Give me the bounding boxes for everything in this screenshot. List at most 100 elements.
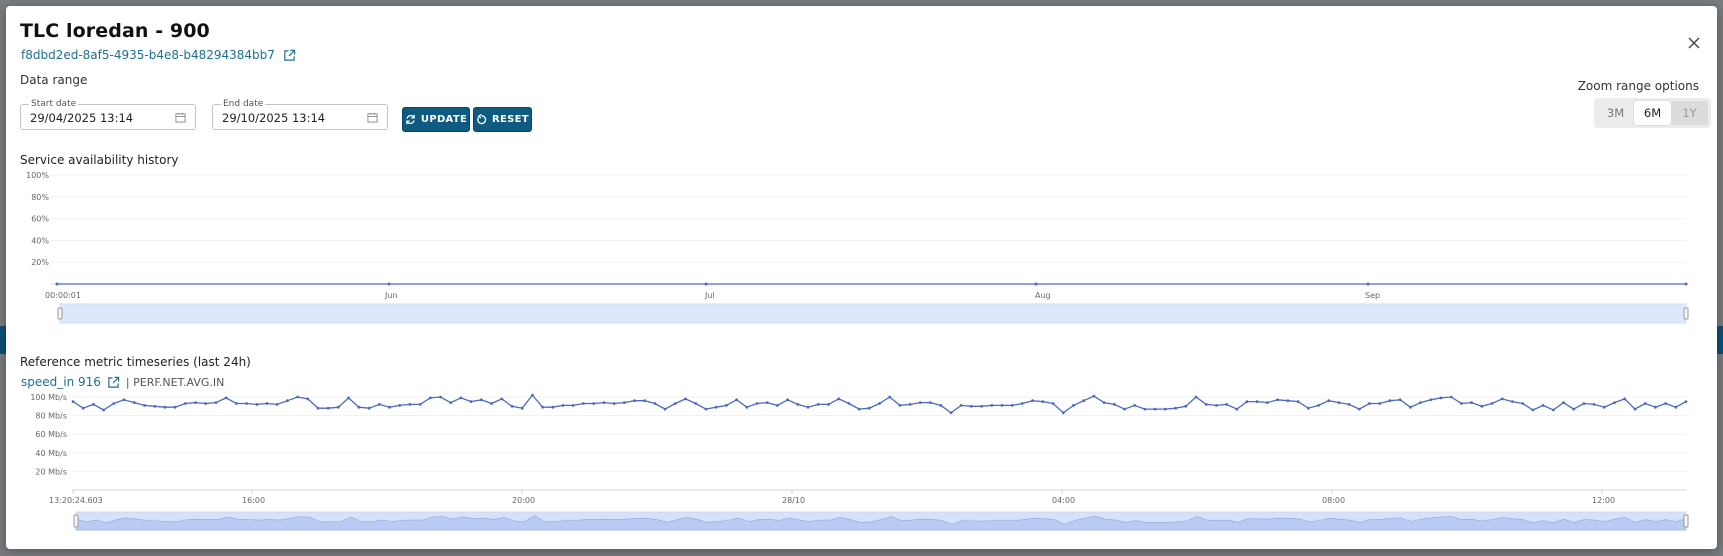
metric-point [970, 404, 973, 408]
metric-point [367, 406, 371, 410]
metric-point [714, 405, 718, 409]
metric-point [745, 405, 749, 409]
metric-point [1511, 400, 1514, 403]
metric-point [1255, 400, 1259, 403]
availability-title: Service availability history [20, 153, 179, 167]
close-icon[interactable] [1687, 36, 1701, 50]
metric-point [776, 404, 779, 407]
metric-point [520, 406, 524, 410]
metric-point [275, 403, 279, 406]
metric-point [653, 402, 657, 405]
navigator-handle [1683, 307, 1689, 320]
reset-label: RESET [492, 114, 529, 125]
x-tick-label: 12:00 [1592, 496, 1615, 505]
metric-point [1102, 401, 1106, 404]
metric-point [990, 404, 994, 407]
metric-point [214, 401, 218, 404]
metric-point [132, 401, 136, 404]
calendar-icon[interactable] [175, 112, 186, 123]
metric-point [1643, 402, 1647, 405]
metric-point [459, 396, 463, 400]
metric-point [1010, 404, 1014, 407]
metric-point [1439, 396, 1443, 400]
metric-point [296, 395, 299, 399]
metric-point [357, 405, 361, 409]
uuid-row: f8dbd2ed-8af5-4935-b4e8-b48294384bb7 [21, 48, 296, 62]
end-date-legend: End date [221, 98, 266, 110]
metric-code: | PERF.NET.AVG.IN [125, 375, 225, 389]
metric-point [1112, 403, 1116, 406]
x-tick-label: 04:00 [1052, 496, 1075, 505]
metric-point [306, 397, 310, 401]
metric-point [684, 397, 687, 401]
y-tick-label: 40% [31, 236, 49, 245]
start-date-value[interactable]: 29/04/2025 13:14 [30, 111, 134, 125]
y-tick-label: 40 Mb/s [35, 449, 67, 458]
metric-point [1133, 404, 1137, 407]
reset-button[interactable]: RESET [473, 107, 532, 132]
metric-point [398, 404, 402, 407]
metric-point [1623, 397, 1627, 401]
metric-point [1357, 407, 1361, 411]
metric-point [1061, 411, 1065, 415]
metric-point [1000, 404, 1004, 407]
start-date-field[interactable]: Start date 29/04/2025 13:14 [20, 98, 196, 130]
zoom-range-label: Zoom range options [1577, 79, 1699, 93]
metric-point [1276, 398, 1279, 402]
availability-point [1366, 282, 1370, 286]
y-tick-label: 80 Mb/s [35, 412, 67, 421]
x-tick-label: 08:00 [1322, 496, 1345, 505]
metric-point [500, 397, 504, 401]
x-tick-label: 13:20:24.603 [49, 496, 103, 505]
device-uuid-link[interactable]: f8dbd2ed-8af5-4935-b4e8-b48294384bb7 [21, 48, 275, 62]
zoom-3m-button[interactable]: 3M [1606, 106, 1625, 120]
metric-point [1337, 401, 1341, 404]
metric-point [755, 402, 759, 405]
metric-point [898, 404, 902, 407]
metric-point [551, 405, 555, 409]
zoom-range-group: 3M 6M 1Y [1594, 98, 1711, 128]
zoom-1y-button[interactable]: 1Y [1671, 101, 1708, 125]
metric-point [265, 402, 269, 405]
metric-point [1572, 407, 1576, 411]
metric-point [796, 403, 800, 406]
calendar-icon[interactable] [367, 112, 378, 123]
metric-point [888, 395, 892, 399]
y-tick-label: 60 Mb/s [35, 430, 67, 439]
y-tick-label: 60% [31, 215, 49, 224]
x-tick-label: Sep [1365, 291, 1380, 300]
metric-point [1541, 404, 1545, 407]
metric-point [980, 404, 983, 408]
metric-point [1347, 403, 1351, 406]
metric-point [1051, 402, 1055, 405]
metric-point [867, 406, 871, 410]
metric-point [531, 393, 534, 397]
metric-point [173, 405, 177, 409]
metric-point [418, 403, 422, 406]
metric-point [806, 405, 810, 409]
metric-point [1521, 402, 1525, 405]
metric-link[interactable]: speed_in 916 [21, 375, 101, 389]
end-date-field[interactable]: End date 29/10/2025 13:14 [212, 98, 388, 130]
metric-point [571, 404, 575, 407]
refresh-icon [406, 114, 415, 125]
external-link-icon[interactable] [283, 49, 296, 62]
external-link-icon[interactable] [107, 376, 120, 389]
metric-point [1684, 400, 1688, 403]
zoom-6m-button[interactable]: 6M [1634, 101, 1671, 125]
availability-chart: 100% 80% 60% 40% 20% 00:00:01 Jun Jul Aug Sep [26, 171, 1689, 324]
metric-point [1225, 403, 1228, 406]
metric-point [480, 398, 483, 402]
metric-point [245, 402, 249, 405]
y-tick-label: 80% [31, 193, 49, 202]
update-button[interactable]: UPDATE [402, 107, 470, 132]
end-date-value[interactable]: 29/10/2025 13:14 [222, 111, 326, 125]
metric-point [1082, 399, 1086, 403]
modal-title: TLC loredan - 900 [20, 20, 210, 42]
metric-point [643, 399, 647, 403]
metric-point [1306, 406, 1310, 410]
navigator-handle [57, 307, 63, 320]
metric-point [847, 402, 851, 405]
availability-point [55, 282, 59, 286]
metric-point [255, 403, 259, 406]
